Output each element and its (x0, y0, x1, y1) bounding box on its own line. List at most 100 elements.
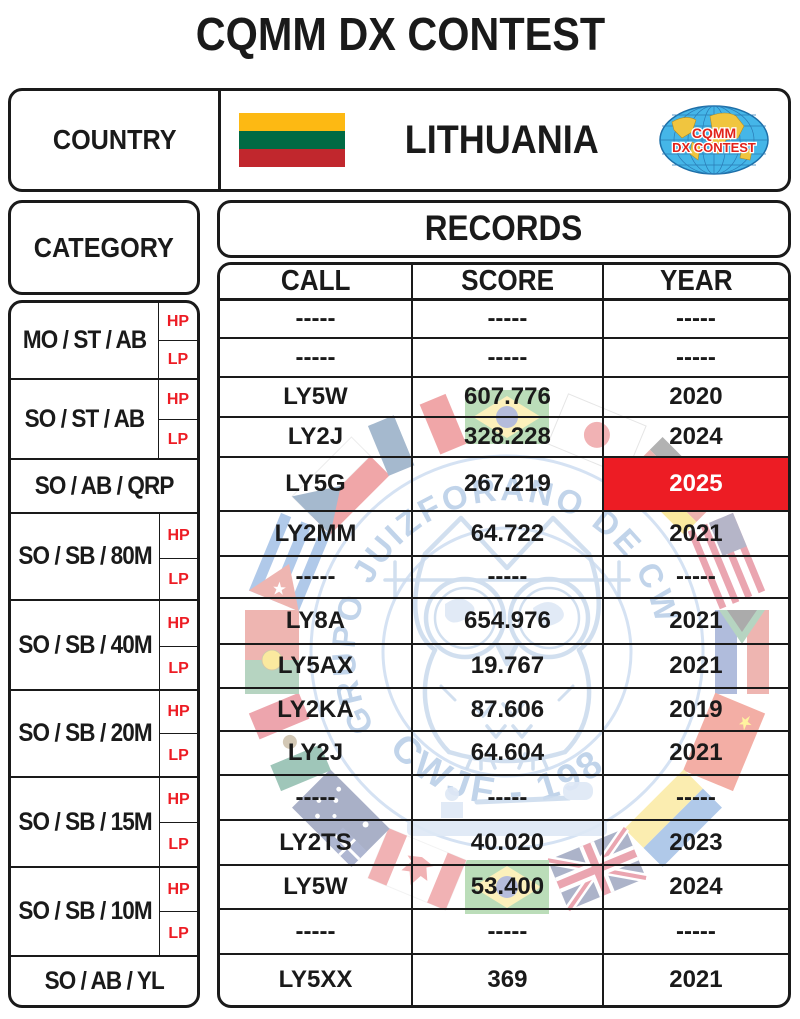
record-row: ----- ----- ----- (220, 910, 788, 955)
record-year-cell: ----- (601, 557, 788, 597)
power-label-hp: HP (166, 312, 190, 330)
record-call-cell: LY5G (285, 470, 346, 497)
category-label: SO / AB / QRP (11, 460, 197, 512)
globe-logo-line1: CQMM (692, 125, 736, 141)
record-call-cell: ----- (295, 783, 336, 811)
category-label-text: SO / SB / 40M (18, 630, 152, 659)
record-score-cell: ----- (410, 776, 602, 819)
record-year-cell: 2023 (601, 821, 788, 864)
record-score-cell: 64.604 (410, 732, 602, 774)
country-content: LITHUANIA (221, 91, 788, 189)
record-year-cell: 2020 (601, 378, 788, 416)
record-score-cell: ----- (410, 557, 602, 597)
category-label-text: SO / ST / AB (24, 404, 146, 433)
record-row: LY5W 53.400 2024 (220, 866, 788, 910)
category-label: SO / SB / 20M (11, 691, 159, 776)
category-group: SO / SB / 15M HP LP (11, 778, 197, 868)
column-header-text: YEAR (659, 265, 733, 297)
record-row: ----- ----- ----- (220, 339, 788, 378)
record-row: LY8A 654.976 2021 (220, 599, 788, 645)
record-call-cell: LY2J (287, 739, 344, 766)
record-row: LY2J 328.228 2024 (220, 418, 788, 458)
record-call-cell: LY2TS (279, 828, 352, 856)
power-column: HP LP (159, 514, 197, 599)
category-label: SO / AB / YL (11, 957, 197, 1005)
record-year-cell: 2021 (601, 512, 788, 555)
power-label-lp: LP (159, 419, 197, 459)
country-name-text: LITHUANIA (404, 117, 599, 162)
power-label-lp: LP (160, 558, 197, 600)
record-score-cell: ----- (410, 301, 602, 337)
record-year-cell: ----- (601, 339, 788, 376)
record-score-cell: 64.722 (410, 512, 602, 555)
category-group: SO / SB / 20M HP LP (11, 691, 197, 778)
record-call-cell: LY5W (283, 383, 348, 410)
column-header-year: YEAR (601, 265, 788, 298)
record-score-cell: 654.976 (410, 599, 602, 643)
category-label: SO / ST / AB (11, 380, 158, 458)
record-score-cell: 369 (410, 955, 602, 1005)
power-label-hp: HP (167, 527, 190, 544)
record-score-cell: ----- (410, 339, 602, 376)
category-group: SO / SB / 40M HP LP (11, 601, 197, 691)
power-label-lp: LP (160, 733, 197, 777)
power-column: HP LP (158, 303, 197, 378)
record-year-cell: 2021 (601, 599, 788, 643)
category-list: MO / ST / AB HP LP SO / ST / AB HP LP SO / AB … (8, 300, 200, 1008)
records-column-header-row: CALL SCORE YEAR (220, 265, 788, 301)
country-label: COUNTRY (11, 91, 221, 189)
record-row: LY2MM 64.722 2021 (220, 512, 788, 557)
power-column: HP LP (159, 868, 197, 955)
category-group: SO / SB / 10M HP LP (11, 868, 197, 957)
record-year-cell: ----- (601, 301, 788, 337)
record-score-cell: 328.228 (410, 418, 602, 456)
power-label-lp: LP (159, 340, 197, 379)
column-header-text: CALL (280, 265, 351, 297)
record-call-cell: LY5W (283, 873, 348, 900)
record-score-cell: ----- (410, 910, 602, 953)
record-year-cell: ----- (601, 910, 788, 953)
records-header: RECORDS (217, 200, 791, 258)
record-year-cell: 2024 (601, 866, 788, 908)
cqmm-globe-logo-icon: CQMM DX CONTEST (659, 105, 769, 175)
power-label-hp: HP (166, 390, 190, 408)
record-call-cell: LY8A (285, 607, 346, 634)
record-row: LY2TS 40.020 2023 (220, 821, 788, 866)
record-score-cell: 607.776 (410, 378, 602, 416)
category-label-text: SO / AB / YL (44, 966, 164, 995)
country-name: LITHUANIA (345, 118, 658, 163)
record-score-cell: 19.767 (410, 645, 602, 687)
category-group: SO / AB / QRP (11, 460, 197, 514)
power-column: HP LP (159, 778, 197, 866)
power-label-hp: HP (167, 880, 190, 898)
category-group: MO / ST / AB HP LP (11, 303, 197, 380)
category-label: SO / SB / 40M (11, 601, 159, 689)
record-score-cell: 87.606 (410, 689, 602, 730)
country-label-text: COUNTRY (52, 124, 177, 155)
record-row: LY5AX 19.767 2021 (220, 645, 788, 689)
record-year-cell: 2025 (601, 458, 788, 510)
record-year-cell: 2019 (601, 689, 788, 730)
record-score-cell: 267.219 (410, 458, 602, 510)
category-label: SO / SB / 15M (11, 778, 159, 866)
record-row: LY2KA 87.606 2019 (220, 689, 788, 732)
column-header-call: CALL (220, 265, 411, 298)
records-table: CALL SCORE YEAR ----- ----- ----- ----- ----- --… (217, 262, 791, 1008)
category-label-text: SO / SB / 15M (18, 807, 152, 836)
record-year-cell: 2021 (601, 732, 788, 774)
page-title: CQMM DX CONTEST (0, 8, 800, 60)
category-label: SO / SB / 80M (11, 514, 159, 599)
power-label-lp: LP (160, 646, 197, 690)
power-label-hp: HP (167, 703, 190, 720)
record-call-cell: ----- (295, 305, 336, 332)
category-label-text: SO / SB / 10M (18, 897, 152, 925)
power-column: HP LP (158, 380, 197, 458)
record-call-cell: LY2MM (274, 519, 357, 547)
power-label-hp: HP (167, 614, 190, 632)
category-header-text: CATEGORY (33, 231, 175, 263)
record-year-cell: 2021 (601, 645, 788, 687)
category-label-text: SO / AB / QRP (34, 471, 175, 500)
record-call-cell: LY5XX (278, 966, 353, 993)
record-row: ----- ----- ----- (220, 301, 788, 339)
